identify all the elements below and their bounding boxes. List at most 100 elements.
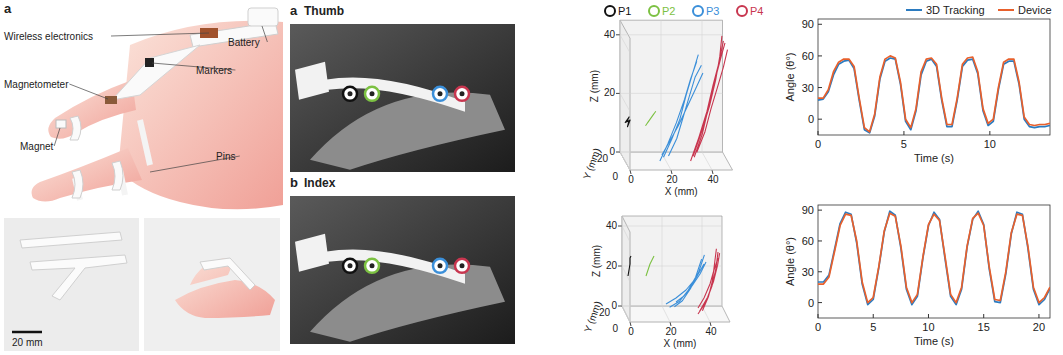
photo-marker bbox=[365, 259, 379, 273]
panel-label: a bbox=[290, 3, 298, 18]
legend-marker bbox=[649, 6, 659, 16]
trajectory bbox=[666, 255, 706, 307]
photo-marker bbox=[455, 87, 469, 101]
tick-label: 90 bbox=[802, 204, 814, 216]
data-group bbox=[628, 249, 720, 314]
series-line bbox=[818, 58, 1050, 133]
tick bbox=[618, 306, 622, 307]
grid-line bbox=[622, 306, 722, 322]
photo-marker-dot bbox=[370, 91, 375, 96]
tick bbox=[818, 240, 822, 241]
grid-line bbox=[622, 216, 722, 306]
tick-label: 20 bbox=[665, 326, 677, 337]
photo-marker bbox=[433, 259, 447, 273]
scale-bar bbox=[12, 331, 42, 334]
panel-label: a bbox=[4, 1, 12, 16]
legend-label: P4 bbox=[750, 5, 763, 17]
panel-title: Index bbox=[304, 176, 336, 190]
trajectory bbox=[628, 256, 631, 276]
magnet bbox=[56, 120, 66, 128]
leader-line bbox=[111, 33, 209, 36]
line-chart: 03060900510Angle (θ°)Time (s)3D Tracking… bbox=[784, 4, 1052, 164]
tick-label: 40 bbox=[707, 174, 719, 185]
tick-label: 20 bbox=[1033, 321, 1045, 333]
floor-pane bbox=[620, 152, 733, 170]
photo-marker-dot bbox=[460, 91, 465, 96]
axis-title: Time (s) bbox=[914, 335, 954, 347]
grid-line bbox=[630, 232, 730, 322]
photo-marker bbox=[433, 87, 447, 101]
tick-label: 30 bbox=[802, 266, 814, 278]
legend-label: P1 bbox=[618, 5, 631, 17]
illustration: aWireless electronicsBatteryMarkersMagne… bbox=[4, 1, 283, 351]
axis-title: Y (mm) bbox=[582, 300, 603, 334]
photo bbox=[290, 196, 515, 344]
finger-rings bbox=[72, 161, 123, 198]
battery bbox=[248, 8, 278, 26]
axis-title: Z (mm) bbox=[591, 245, 602, 277]
chart-3d: 0204002040020X (mm)Z (mm)Y (mm) bbox=[582, 216, 730, 349]
tick bbox=[618, 226, 622, 227]
photo-marker bbox=[343, 259, 357, 273]
callout-label: Wireless electronics bbox=[4, 31, 93, 42]
grid-line bbox=[620, 35, 723, 53]
legend-marker bbox=[605, 6, 615, 16]
tick-label: 15 bbox=[978, 321, 990, 333]
photo-marker bbox=[365, 87, 379, 101]
plot-frame bbox=[818, 205, 1050, 318]
axis-title: X (mm) bbox=[665, 186, 698, 197]
tick bbox=[873, 314, 874, 318]
tick-label: 30 bbox=[802, 82, 814, 94]
hand-silhouette bbox=[310, 264, 505, 341]
legend-label: P2 bbox=[662, 5, 675, 17]
legend-label: 3D Tracking bbox=[926, 4, 985, 16]
tick-label: 0 bbox=[611, 300, 617, 311]
tick bbox=[818, 131, 819, 135]
tick-label: 40 bbox=[606, 220, 618, 231]
tick-label: 0 bbox=[612, 323, 618, 334]
device-strip bbox=[112, 45, 200, 100]
callout-label: Battery bbox=[228, 37, 260, 48]
hand-back bbox=[118, 21, 283, 210]
grid-line bbox=[622, 266, 722, 282]
photo-device bbox=[4, 218, 139, 351]
photo-marker-dot bbox=[348, 263, 353, 268]
tick bbox=[618, 266, 622, 267]
tick-label: 10 bbox=[922, 321, 934, 333]
back-pane bbox=[620, 20, 723, 152]
tick-label: 0 bbox=[808, 113, 814, 125]
tick bbox=[928, 314, 929, 318]
tick-label: 5 bbox=[870, 321, 876, 333]
tick-label: 40 bbox=[705, 326, 717, 337]
tick bbox=[616, 152, 620, 153]
tick bbox=[818, 302, 822, 303]
panel-title: Thumb bbox=[304, 4, 344, 18]
axis-title: Angle (θ°) bbox=[784, 237, 796, 286]
trajectory bbox=[625, 117, 630, 127]
hand-silhouette bbox=[310, 92, 505, 169]
photo-marker-dot bbox=[460, 263, 465, 268]
grid-line bbox=[622, 226, 722, 242]
photo-marker-dot bbox=[438, 263, 443, 268]
device bbox=[295, 234, 465, 284]
photo-marker-dot bbox=[370, 263, 375, 268]
plot-frame bbox=[818, 19, 1050, 135]
grid-line bbox=[630, 38, 733, 170]
tick-label: 0 bbox=[815, 321, 821, 333]
floor-pane bbox=[622, 306, 730, 322]
axis-title: Z (mm) bbox=[589, 70, 600, 102]
tick-label: 0 bbox=[628, 174, 634, 185]
series-line bbox=[818, 213, 1050, 302]
photo-panel: a Thumb bbox=[290, 3, 515, 172]
photo-panel: bIndex bbox=[290, 175, 515, 344]
photo-worn bbox=[144, 218, 280, 351]
device bbox=[295, 62, 465, 112]
legend-swatch bbox=[998, 9, 1014, 11]
callout-label: Magnet bbox=[20, 141, 54, 152]
tick-label: 40 bbox=[604, 29, 616, 40]
callout-label: Pins bbox=[216, 151, 235, 162]
trajectory bbox=[698, 249, 720, 314]
tick bbox=[818, 55, 822, 56]
back-pane bbox=[622, 216, 722, 306]
tick-label: 60 bbox=[802, 235, 814, 247]
